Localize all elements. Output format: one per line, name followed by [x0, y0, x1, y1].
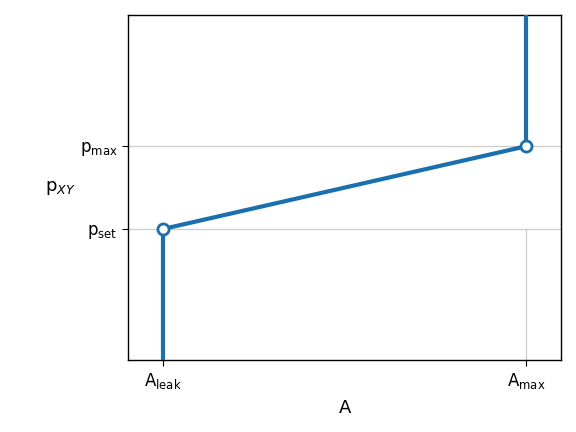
Text: p$_{XY}$: p$_{XY}$ — [46, 178, 76, 197]
X-axis label: A: A — [338, 399, 351, 417]
